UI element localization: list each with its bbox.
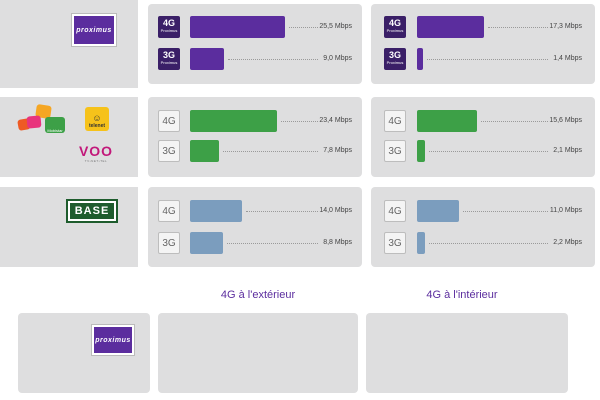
proximus-logo: proximus [72,14,116,46]
operator-panel-base: BASE [0,187,138,267]
telenet-logo-label: telenet [88,123,106,129]
operator-panel-proximus: proximus [0,0,138,88]
outdoor-value-proximus-3g: 9,0 Mbps [323,55,352,62]
outdoor-leader-proximus-3g [227,59,318,60]
outdoor-leader-base-4g [246,211,318,212]
voo-logo-subtext: TV•NET•TEL [84,159,108,163]
outdoor-badge-base-3g-icon: 3G [158,232,180,254]
indoor-bar-base-4g [417,200,460,222]
outdoor-badge-proximus-4g-icon: 4G Proximus [158,16,180,38]
mobistar-logo-green: Mobistar [45,117,65,133]
outdoor-leader-telenet-mobistar-voo-4g [281,121,318,122]
indoor-badge-base-3g-icon: 3G [384,232,406,254]
indoor-bar-base-3g [417,232,426,254]
indoor-leader-proximus-3g [427,59,548,60]
outdoor-bar-base-4g [190,200,243,222]
badge-brand-label: Proximus [160,28,178,33]
indoor-leader-proximus-4g [487,27,548,28]
indoor-leader-telenet-mobistar-voo-4g [481,121,548,122]
indoor-leader-telenet-mobistar-voo-3g [429,151,548,152]
indoor-badge-proximus-3g-icon: 3G Proximus [384,48,406,70]
outdoor-speed-panel-others [148,97,362,177]
outdoor-leader-base-3g [226,243,318,244]
indoor-bar-telenet-mobistar-voo-3g [417,140,426,162]
badge-generation-label: 4G [162,18,175,28]
indoor-badge-base-4g-icon: 4G [384,200,406,222]
indoor-value-telenet-mobistar-voo-3g: 2,1 Mbps [553,147,582,154]
coverage-proximus-logo: proximus [92,325,134,355]
indoor-speed-panel-base [371,187,595,267]
outdoor-leader-telenet-mobistar-voo-3g [223,151,318,152]
telenet-logo: ☺ telenet [85,107,109,131]
mobistar-logo-pink [26,115,42,129]
indoor-leader-base-4g [463,211,548,212]
indoor-value-base-4g: 11,0 Mbps [549,207,582,214]
indoor-speed-panel-others [371,97,595,177]
heading-outdoor: 4G à l'extérieur [220,289,296,301]
indoor-bar-proximus-4g [417,16,484,38]
voo-logo-text: VOO [78,143,114,159]
operator-panel-others: Mobistar ☺ telenet VOO TV•NET•TEL [0,97,138,177]
outdoor-leader-proximus-4g [289,27,318,28]
coverage-operator-panel: proximus [18,313,150,393]
indoor-leader-base-3g [429,243,548,244]
indoor-value-base-3g: 2,2 Mbps [553,239,582,246]
outdoor-badge-telenet-mobistar-voo-3g-icon: 3G [158,140,180,162]
outdoor-bar-base-3g [190,232,223,254]
indoor-badge-telenet-mobistar-voo-4g-icon: 4G [384,110,406,132]
indoor-bar-telenet-mobistar-voo-4g [417,110,477,132]
outdoor-badge-proximus-3g-icon: 3G Proximus [158,48,180,70]
outdoor-value-proximus-4g: 25,5 Mbps [319,23,352,30]
badge-brand-label: Proximus [386,60,404,65]
badge-brand-label: Proximus [386,28,404,33]
indoor-value-proximus-4g: 17,3 Mbps [549,23,582,30]
indoor-value-telenet-mobistar-voo-4g: 15,6 Mbps [549,117,582,124]
indoor-bar-proximus-3g [417,48,423,70]
outdoor-badge-telenet-mobistar-voo-4g-icon: 4G [158,110,180,132]
badge-generation-label: 4G [388,18,401,28]
outdoor-value-base-4g: 14,0 Mbps [319,207,352,214]
outdoor-bar-proximus-3g [190,48,224,70]
indoor-coverage-panel [366,313,568,393]
heading-indoor: 4G à l'intérieur [426,289,498,301]
outdoor-coverage-panel [158,313,358,393]
indoor-badge-proximus-4g-icon: 4G Proximus [384,16,406,38]
telenet-smiley-icon: ☺ [92,113,102,123]
badge-brand-label: Proximus [160,60,178,65]
indoor-value-proximus-3g: 1,4 Mbps [553,55,582,62]
outdoor-value-base-3g: 8,8 Mbps [323,239,352,246]
outdoor-value-telenet-mobistar-voo-4g: 23,4 Mbps [319,117,352,124]
outdoor-bar-telenet-mobistar-voo-3g [190,140,220,162]
voo-logo: VOO TV•NET•TEL [76,143,116,169]
base-logo: BASE [68,201,116,221]
outdoor-bar-telenet-mobistar-voo-4g [190,110,278,132]
badge-generation-label: 3G [162,50,175,60]
badge-generation-label: 3G [388,50,401,60]
outdoor-value-telenet-mobistar-voo-3g: 7,8 Mbps [323,147,352,154]
outdoor-badge-base-4g-icon: 4G [158,200,180,222]
indoor-badge-telenet-mobistar-voo-3g-icon: 3G [384,140,406,162]
outdoor-bar-proximus-4g [190,16,286,38]
outdoor-speed-panel-base [148,187,362,267]
